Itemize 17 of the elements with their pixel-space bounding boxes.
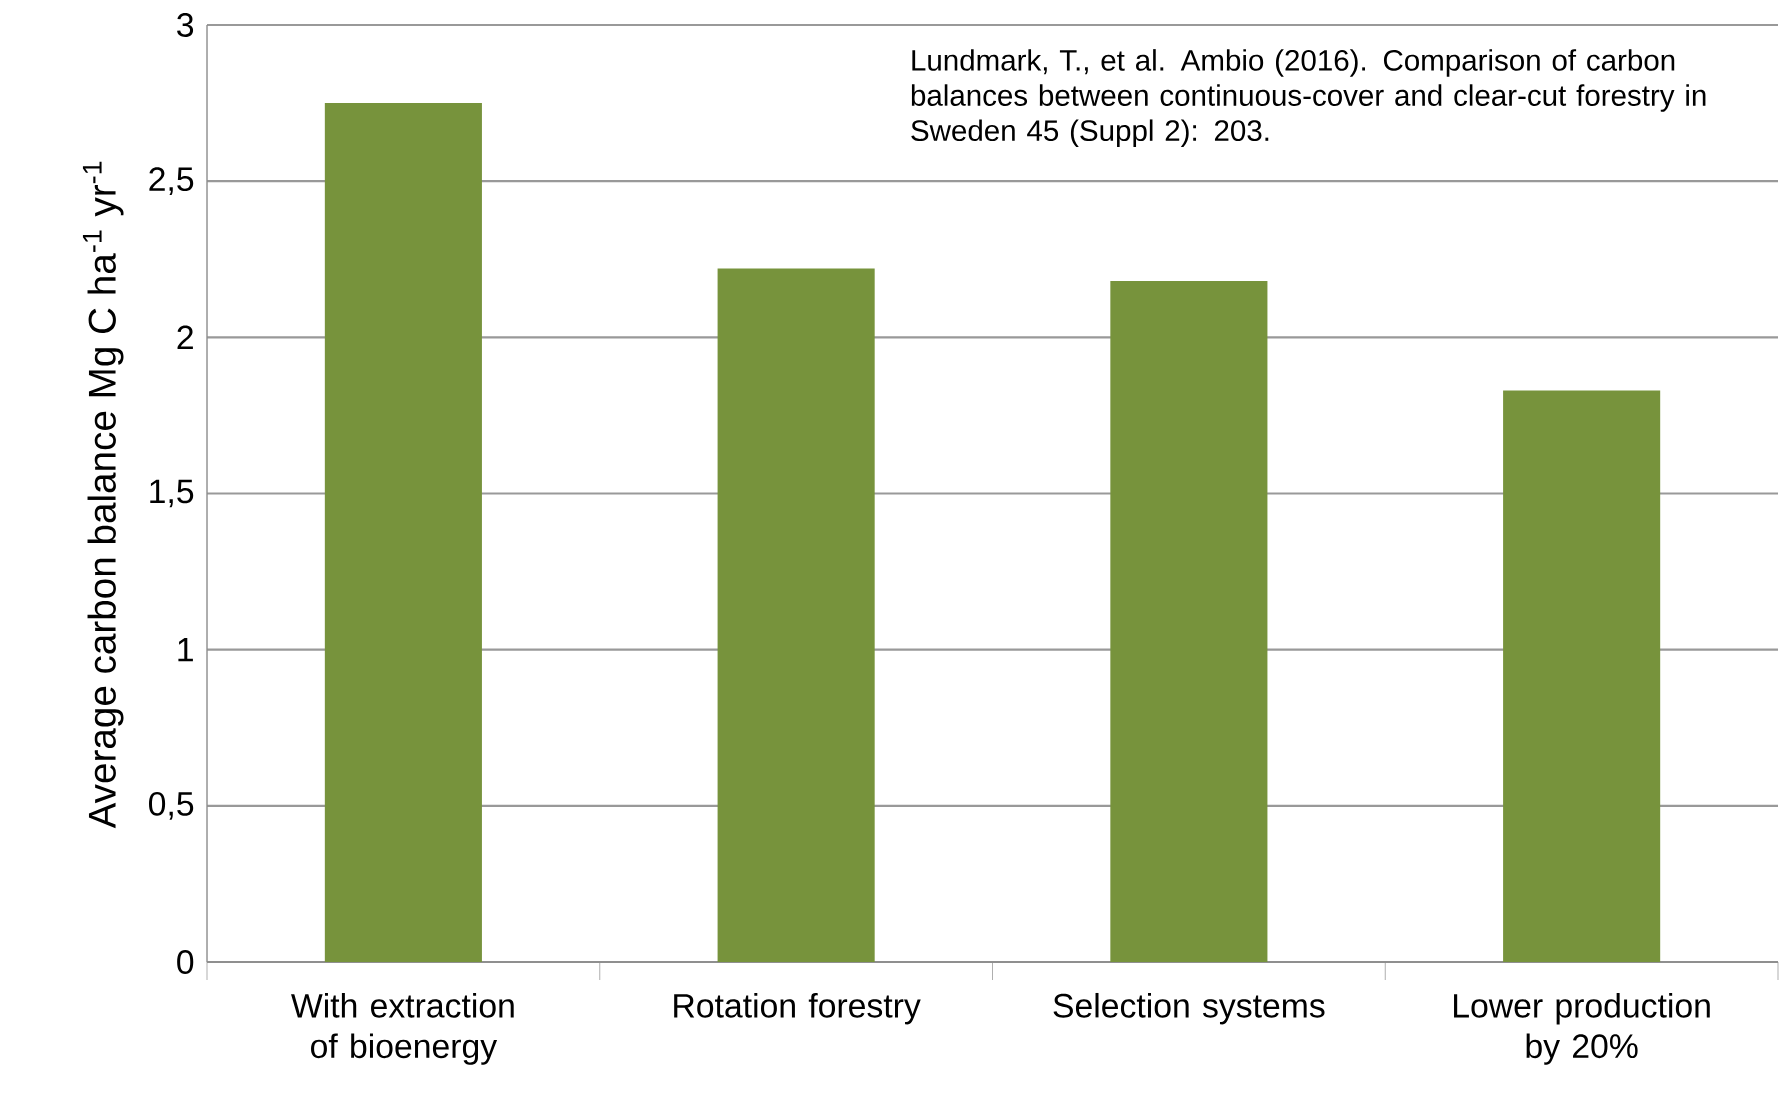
y-axis-title: Average carbon balance Mg C ha$^{-1}$ yr$^{-1}$	[82, 161, 124, 829]
x-tick-label: Rotation forestry	[674, 992, 921, 1025]
y-tick-label: 1	[178, 638, 193, 662]
y-tick-label: 3	[177, 13, 194, 37]
y-tick-label: 0,5	[149, 791, 194, 820]
x-tick-label: Lower production by 20%	[1454, 992, 1710, 1065]
bar	[717, 268, 875, 962]
y-tick-label: 0	[177, 950, 194, 974]
y-tick-label: 2,5	[149, 167, 194, 196]
y-tick-label: 1,5	[150, 479, 194, 508]
x-tick-label: With extraction of bioenergy	[291, 992, 514, 1065]
bar	[1110, 281, 1268, 962]
bar	[1503, 390, 1661, 962]
x-tick-label: Selection systems	[1053, 992, 1325, 1025]
bar	[324, 103, 482, 962]
annotation: Lundmark, T., et al. Ambio (2016). Comparison of carbon balances between continuous-cover and clear-cut forestry in Sweden 45 (Suppl 2): 203.	[911, 49, 1706, 147]
y-tick-label: 2	[177, 325, 193, 350]
